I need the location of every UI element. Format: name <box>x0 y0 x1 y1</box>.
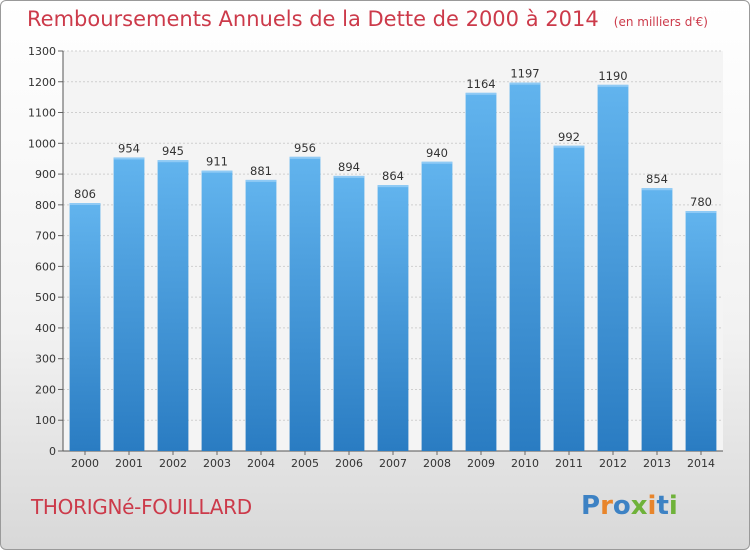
logo-letter: x <box>630 491 648 521</box>
chart-title: Remboursements Annuels de la Dette de 20… <box>27 7 599 31</box>
x-tick-label: 2008 <box>423 457 451 470</box>
bar <box>641 188 673 451</box>
bar-value-label: 806 <box>74 187 96 201</box>
bar <box>201 170 233 451</box>
logo-letter: P <box>581 491 601 521</box>
bar-top <box>289 156 321 159</box>
x-tick-label: 2003 <box>203 457 231 470</box>
bar-value-label: 945 <box>162 144 184 158</box>
proxiti-logo[interactable]: Proxiti <box>581 491 678 521</box>
bar-value-label: 881 <box>250 164 272 178</box>
bar <box>685 211 717 451</box>
title-row: Remboursements Annuels de la Dette de 20… <box>27 7 708 31</box>
bar <box>421 161 453 451</box>
bar-value-label: 992 <box>558 130 580 144</box>
bar-value-label: 1190 <box>598 69 627 83</box>
bar-top <box>421 161 453 164</box>
y-tick-label: 300 <box>35 353 56 366</box>
bar-top <box>597 84 629 87</box>
bar-top <box>509 82 541 85</box>
bar-top <box>641 188 673 191</box>
bar-value-label: 1164 <box>466 77 495 91</box>
bar-value-label: 911 <box>206 155 228 169</box>
y-tick-label: 1300 <box>28 45 56 58</box>
x-tick-label: 2004 <box>247 457 275 470</box>
bar-top <box>113 157 145 160</box>
bar <box>69 203 101 451</box>
bar <box>289 156 321 451</box>
logo-letter: i <box>647 491 657 521</box>
logo-letter: t <box>656 491 669 521</box>
bar-top <box>553 145 585 148</box>
logo-letter: r <box>600 491 613 521</box>
bar-value-label: 940 <box>426 146 448 160</box>
bar-top <box>201 170 233 173</box>
y-tick-label: 400 <box>35 322 56 335</box>
bar <box>465 92 497 451</box>
bar <box>245 179 277 451</box>
bar <box>157 160 189 451</box>
axes: 0 100 200 300 400 500 600 700 800 900 1000 1100 1200… <box>28 45 723 470</box>
bar <box>509 82 541 451</box>
x-tick-label: 2014 <box>687 457 715 470</box>
bar-top <box>157 160 189 163</box>
y-tick-label: 1100 <box>28 107 56 120</box>
bar-value-label: 894 <box>338 160 360 174</box>
bar-top <box>69 203 101 205</box>
bar <box>113 157 145 451</box>
bar-value-label: 854 <box>646 172 668 186</box>
bar-value-label: 956 <box>294 141 316 155</box>
x-tick-label: 2006 <box>335 457 363 470</box>
bar <box>377 185 409 451</box>
data-labels: 806 954 945 911 881 956 894 864 940 1164 1197 992 11… <box>74 67 712 209</box>
logo-letter: o <box>612 491 631 521</box>
bar-value-label: 864 <box>382 169 404 183</box>
chart-subtitle: (en milliers d'€) <box>613 15 708 29</box>
x-tick-label: 2001 <box>115 457 143 470</box>
x-tick-label: 2013 <box>643 457 671 470</box>
y-tick-label: 900 <box>35 168 56 181</box>
bar-top <box>245 179 277 182</box>
bar-top <box>685 211 717 213</box>
bar-value-label: 780 <box>690 195 712 209</box>
x-tick-label: 2011 <box>555 457 583 470</box>
y-tick-label: 0 <box>49 445 56 458</box>
bar <box>333 175 365 451</box>
y-tick-label: 600 <box>35 260 56 273</box>
y-tick-label: 200 <box>35 383 56 396</box>
y-tick-label: 1200 <box>28 76 56 89</box>
x-tick-label: 2010 <box>511 457 539 470</box>
bars <box>69 82 717 451</box>
x-tick-label: 2007 <box>379 457 407 470</box>
logo-letter: i <box>668 491 678 521</box>
x-tick-label: 2009 <box>467 457 495 470</box>
y-tick-label: 700 <box>35 230 56 243</box>
commune-name: THORIGNé-FOUILLARD <box>31 495 252 519</box>
bar-value-label: 954 <box>118 141 140 155</box>
x-tick-label: 2002 <box>159 457 187 470</box>
bar <box>597 84 629 451</box>
x-tick-label: 2000 <box>71 457 99 470</box>
y-tick-label: 500 <box>35 291 56 304</box>
bar-value-label: 1197 <box>510 67 539 81</box>
x-tick-label: 2005 <box>291 457 319 470</box>
y-tick-label: 100 <box>35 414 56 427</box>
y-tick-label: 1000 <box>28 137 56 150</box>
y-tick-label: 800 <box>35 199 56 212</box>
bar <box>553 145 585 451</box>
bar-top <box>465 92 497 95</box>
bar-top <box>333 175 365 178</box>
bar-top <box>377 185 409 188</box>
x-tick-label: 2012 <box>599 457 627 470</box>
